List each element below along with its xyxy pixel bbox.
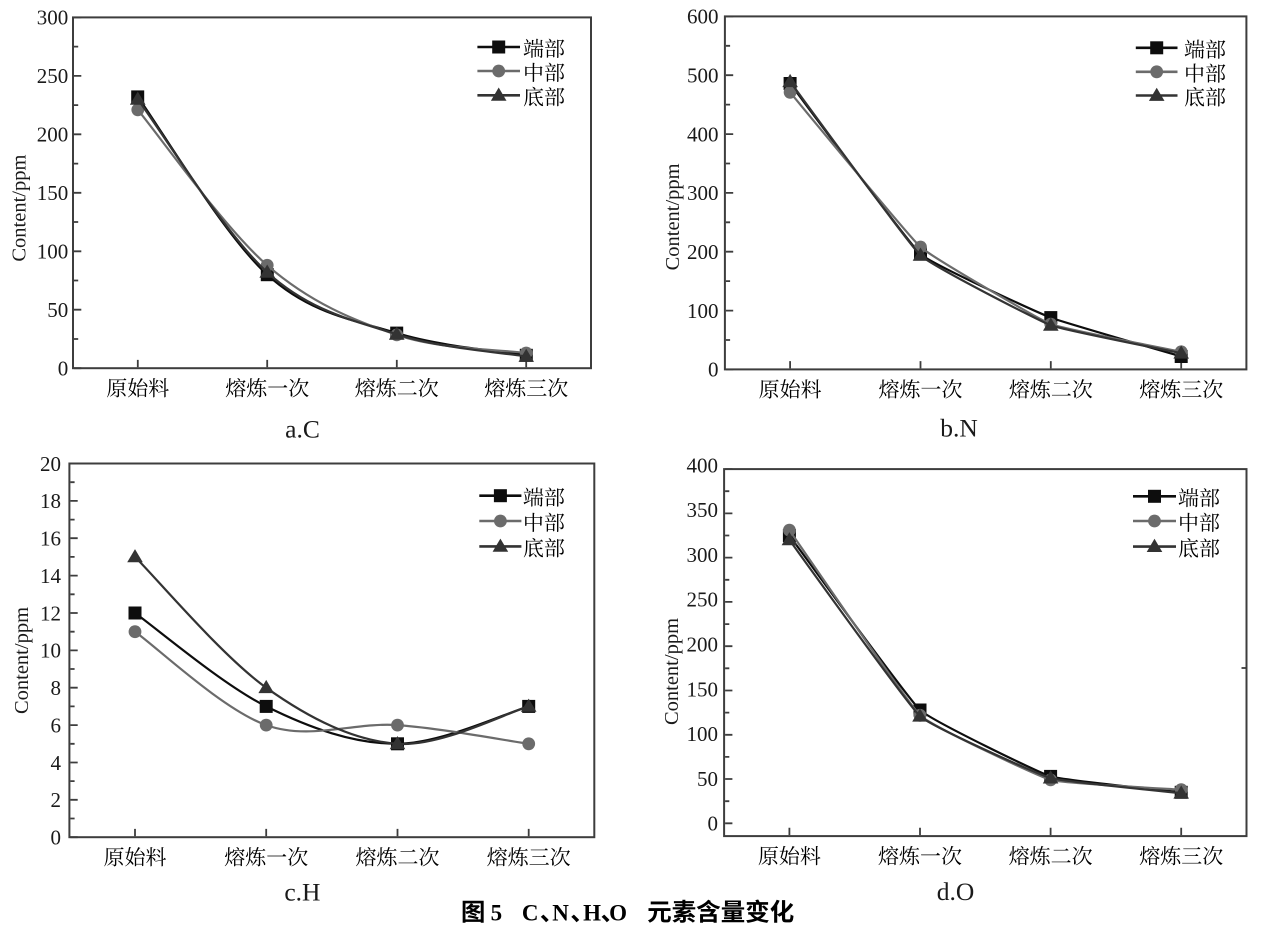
svg-text:Content/ppm: Content/ppm (8, 155, 30, 262)
svg-text:20: 20 (40, 452, 61, 476)
svg-text:400: 400 (687, 122, 719, 146)
svg-text:4: 4 (51, 751, 62, 775)
svg-text:150: 150 (37, 181, 69, 205)
svg-text:O: O (609, 901, 627, 926)
svg-text:0: 0 (708, 358, 719, 382)
svg-text:300: 300 (37, 6, 69, 30)
svg-text:c.H: c.H (284, 878, 320, 907)
svg-text:200: 200 (37, 123, 69, 147)
svg-text:5: 5 (491, 901, 503, 926)
svg-text:C: C (522, 901, 539, 926)
svg-text:50: 50 (47, 298, 68, 322)
svg-text:16: 16 (40, 527, 61, 551)
svg-text:18: 18 (40, 489, 61, 513)
svg-text:250: 250 (687, 588, 719, 612)
svg-text:Content/ppm: Content/ppm (11, 607, 33, 714)
svg-text:150: 150 (687, 677, 719, 701)
svg-text:250: 250 (37, 64, 69, 88)
svg-text:350: 350 (687, 498, 719, 522)
svg-text:50: 50 (697, 767, 718, 791)
svg-text:300: 300 (687, 181, 719, 205)
svg-text:N: N (552, 901, 569, 926)
svg-text:d.O: d.O (937, 877, 975, 906)
svg-text:100: 100 (37, 240, 69, 264)
svg-text:0: 0 (708, 812, 719, 836)
svg-text:100: 100 (687, 722, 719, 746)
svg-text:14: 14 (40, 564, 62, 588)
svg-text:100: 100 (687, 299, 719, 323)
svg-text:500: 500 (687, 64, 719, 88)
svg-text:12: 12 (40, 601, 61, 625)
svg-text:Content/ppm: Content/ppm (662, 163, 684, 270)
svg-text:600: 600 (687, 5, 719, 29)
svg-text:10: 10 (40, 639, 61, 663)
svg-text:2: 2 (51, 788, 62, 812)
svg-text:8: 8 (51, 676, 62, 700)
svg-text:200: 200 (687, 240, 719, 264)
svg-text:H: H (583, 901, 601, 926)
svg-text:200: 200 (687, 633, 719, 657)
svg-text:6: 6 (51, 713, 62, 737)
svg-text:Content/ppm: Content/ppm (661, 618, 683, 725)
svg-text:0: 0 (51, 826, 62, 850)
svg-text:300: 300 (687, 543, 719, 567)
svg-text:a.C: a.C (285, 414, 320, 443)
svg-text:400: 400 (687, 453, 719, 477)
svg-text:b.N: b.N (940, 413, 978, 442)
svg-text:0: 0 (58, 357, 69, 381)
